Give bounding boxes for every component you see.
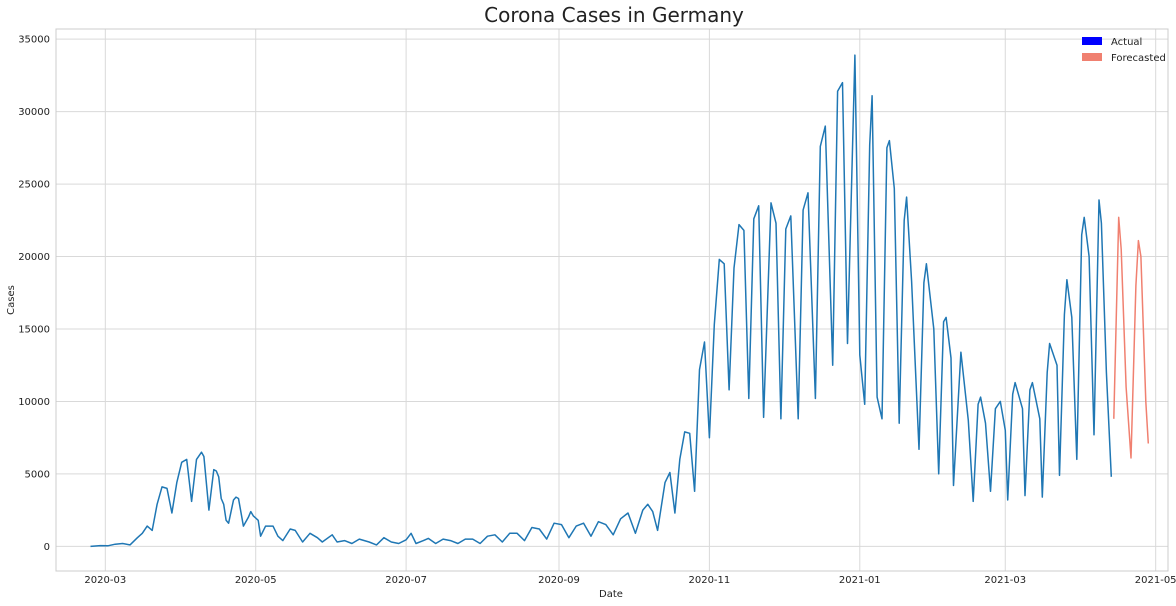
legend-swatch-actual <box>1082 37 1102 45</box>
x-axis-label: Date <box>599 589 623 600</box>
x-tick-label: 2020-03 <box>84 575 126 586</box>
y-tick-label: 20000 <box>18 252 50 263</box>
x-tick-label: 2020-05 <box>235 575 277 586</box>
x-tick-label: 2021-03 <box>984 575 1026 586</box>
x-tick-label: 2020-11 <box>688 575 730 586</box>
x-tick-label: 2020-07 <box>385 575 427 586</box>
legend-swatch-forecasted <box>1082 53 1102 61</box>
y-tick-label: 0 <box>44 542 50 553</box>
legend: Actual Forecasted <box>1082 37 1166 64</box>
chart-title: Corona Cases in Germany <box>484 3 744 27</box>
legend-label-actual: Actual <box>1111 37 1142 48</box>
plot-frame <box>55 28 1169 572</box>
legend-label-forecasted: Forecasted <box>1111 53 1166 64</box>
y-axis-label: Cases <box>6 285 17 315</box>
y-tick-label: 30000 <box>18 107 50 118</box>
tick-labels: 0 5000 10000 15000 20000 25000 30000 35000 2020-… <box>18 35 1176 586</box>
y-tick-label: 15000 <box>18 324 50 335</box>
x-tick-label: 2021-05 <box>1135 575 1176 586</box>
y-tick-label: 5000 <box>25 469 50 480</box>
y-tick-label: 10000 <box>18 397 50 408</box>
y-tick-label: 25000 <box>18 180 50 191</box>
y-tick-label: 35000 <box>18 35 50 46</box>
grid <box>56 29 1168 571</box>
x-tick-label: 2021-01 <box>839 575 881 586</box>
series-layer <box>90 54 1150 548</box>
series-line-forecasted <box>1113 216 1150 459</box>
series-line-actual <box>90 54 1113 548</box>
x-tick-label: 2020-09 <box>538 575 580 586</box>
